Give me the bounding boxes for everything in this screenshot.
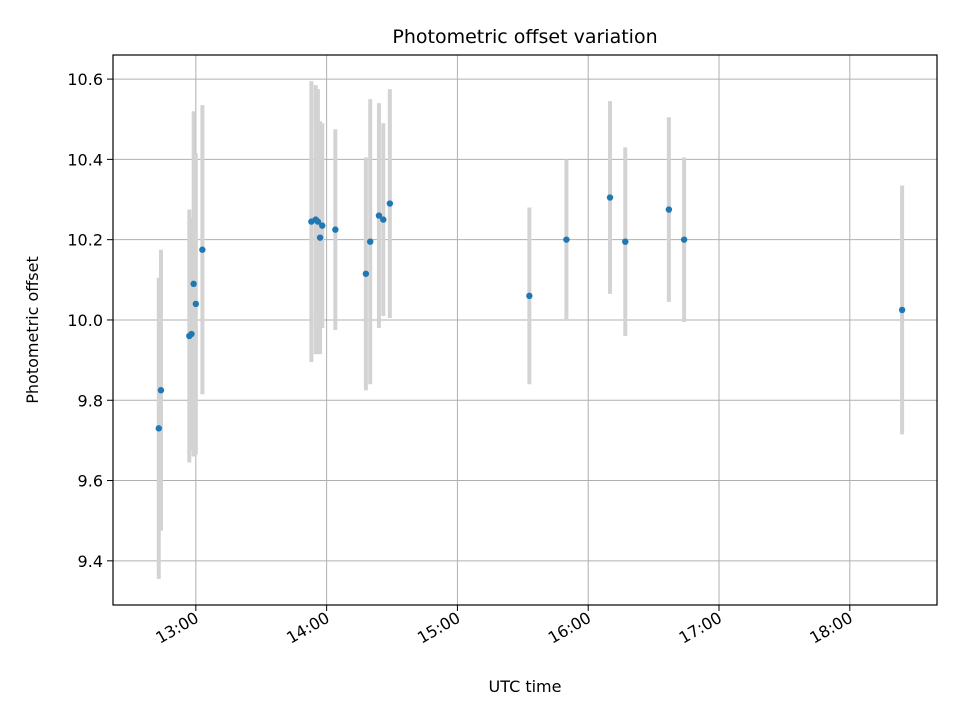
- y-tick-label: 10.2: [67, 231, 103, 250]
- data-point: [190, 280, 197, 288]
- y-tick-label: 10.0: [67, 311, 103, 330]
- x-axis-label: UTC time: [489, 677, 562, 696]
- data-point: [319, 222, 326, 229]
- data-point: [157, 387, 165, 394]
- data-point: [563, 236, 570, 243]
- data-point: [332, 226, 339, 233]
- grid: [113, 55, 937, 605]
- data-point: [316, 234, 324, 241]
- y-tick-label: 10.6: [67, 70, 103, 89]
- data-point: [622, 238, 629, 245]
- data-point: [386, 200, 394, 207]
- data-points: [155, 194, 906, 432]
- y-tick-label: 9.6: [78, 472, 103, 491]
- data-point: [526, 292, 533, 300]
- data-point: [314, 218, 322, 225]
- data-point: [199, 246, 206, 253]
- data-point: [665, 206, 673, 213]
- data-point: [155, 425, 162, 432]
- y-tick-label: 10.4: [67, 150, 103, 169]
- y-tick-label: 9.8: [78, 391, 103, 410]
- data-point: [375, 212, 383, 219]
- data-point: [606, 194, 614, 201]
- data-point: [192, 300, 200, 308]
- y-axis: 9.4 9.6 9.8 10.0 10.2 10.4 10.6: [67, 70, 113, 571]
- data-point: [380, 216, 387, 223]
- chart-title: Photometric offset variation: [392, 26, 657, 48]
- data-point: [362, 270, 370, 277]
- y-axis-label: Photometric offset: [23, 256, 42, 404]
- data-point: [188, 330, 195, 338]
- data-point: [898, 306, 906, 314]
- data-point: [680, 236, 688, 243]
- plot-frame: [112, 54, 938, 606]
- data-point: [367, 238, 374, 245]
- y-tick-label: 9.4: [78, 552, 103, 571]
